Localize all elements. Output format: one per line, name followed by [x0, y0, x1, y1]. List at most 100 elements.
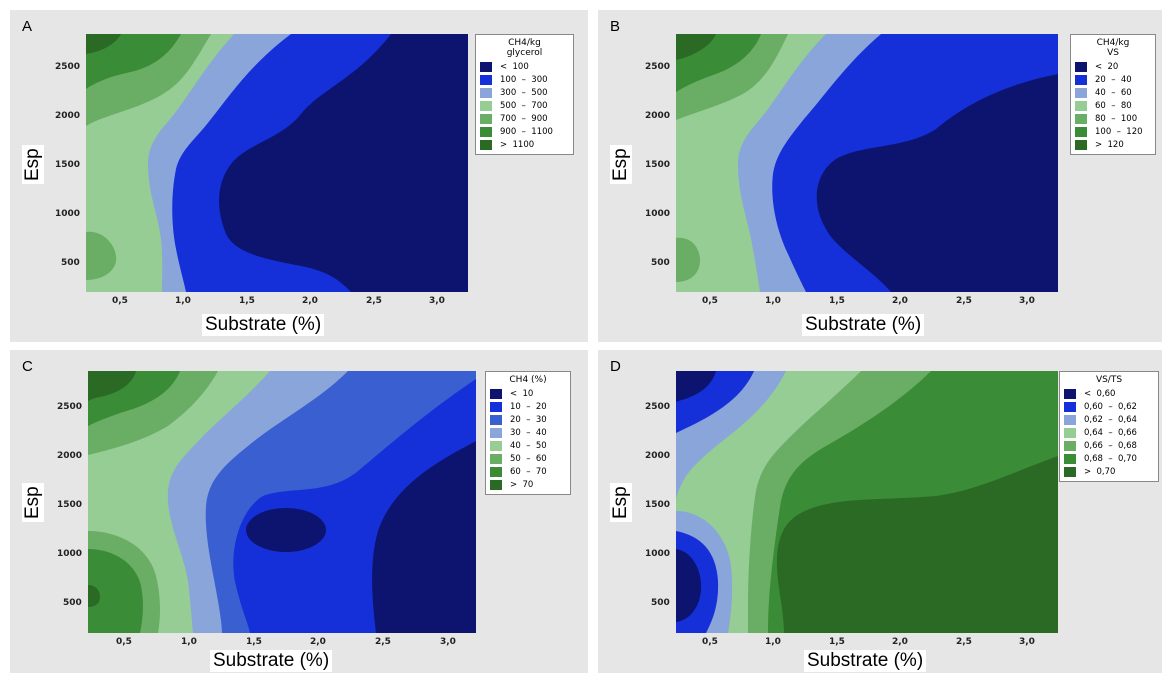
ytick-1000: 1000 — [55, 209, 81, 219]
legend-title: CH4/kg glycerol — [476, 35, 573, 60]
contour-svg-d — [676, 371, 1058, 633]
legend-item: 60 – 70 — [486, 465, 570, 478]
legend-swatch — [480, 126, 492, 137]
legend-swatch — [490, 466, 502, 477]
legend-swatch — [1064, 414, 1076, 425]
contour-plot-c — [88, 371, 476, 633]
legend-range: > 120 — [1095, 139, 1124, 150]
legend-range: 40 – 60 — [1095, 87, 1132, 98]
contour-level-5b — [676, 237, 700, 282]
legend-title-line: VS — [1107, 48, 1119, 58]
contour-level-1 — [676, 371, 716, 402]
legend-swatch — [1075, 139, 1087, 150]
legend-swatch — [490, 453, 502, 464]
panel-letter: A — [22, 18, 33, 35]
legend-item: 500 – 700 — [476, 99, 573, 112]
ytick-500: 500 — [61, 258, 80, 268]
contour-svg-a — [86, 34, 391, 292]
legend-title: VS/TS — [1060, 372, 1158, 387]
contour-level-1b — [676, 549, 702, 622]
legend-item: 700 – 900 — [476, 112, 573, 125]
legend-item: 0,66 – 0,68 — [1060, 439, 1158, 452]
contour-plot-b — [676, 34, 1058, 292]
legend-range: 0,60 – 0,62 — [1084, 401, 1137, 412]
legend-title-line: CH4/kg — [508, 38, 541, 48]
contour-level-8 — [88, 371, 136, 401]
ytick-500: 500 — [63, 598, 82, 608]
legend-swatch — [1064, 466, 1076, 477]
contour-plot-d — [676, 371, 1058, 633]
legend-item: > 0,70 — [1060, 465, 1158, 478]
legend-range: 0,62 – 0,64 — [1084, 414, 1137, 425]
legend-item: 300 – 500 — [476, 86, 573, 99]
ytick-2000: 2000 — [645, 111, 671, 121]
legend-range: 0,66 – 0,68 — [1084, 440, 1137, 451]
xtick-0.5: 0,5 — [116, 637, 132, 647]
ytick-1000: 1000 — [645, 549, 671, 559]
xtick-2.5: 2,5 — [366, 296, 382, 306]
legend-swatch — [490, 414, 502, 425]
legend-range: 20 – 30 — [510, 414, 547, 425]
xtick-2.0: 2,0 — [310, 637, 326, 647]
contour-level-7 — [776, 456, 1058, 633]
xtick-3.0: 3,0 — [1019, 637, 1035, 647]
legend-item: 0,68 – 0,70 — [1060, 452, 1158, 465]
legend-item: 10 – 20 — [486, 400, 570, 413]
legend-item: 40 – 60 — [1071, 86, 1155, 99]
ytick-500: 500 — [651, 258, 670, 268]
xtick-0.5: 0,5 — [702, 296, 718, 306]
x-axis-label: Substrate (%) — [202, 314, 325, 336]
xtick-3.0: 3,0 — [440, 637, 456, 647]
legend-c: CH4 (%) < 10 10 – 20 20 – 30 30 – 40 40 … — [485, 371, 571, 495]
legend-range: 60 – 70 — [510, 466, 547, 477]
legend-swatch — [1075, 126, 1087, 137]
legend-item: 20 – 30 — [486, 413, 570, 426]
ytick-2000: 2000 — [55, 111, 81, 121]
xtick-2.0: 2,0 — [892, 296, 908, 306]
ytick-2000: 2000 — [57, 451, 83, 461]
legend-swatch — [1075, 87, 1087, 98]
xtick-3.0: 3,0 — [429, 296, 445, 306]
xtick-2.5: 2,5 — [956, 296, 972, 306]
contour-level-8b — [88, 585, 100, 607]
contour-plot-a — [86, 34, 468, 292]
panel-c: C 2500 2000 1500 1000 500 0,5 1,0 1,5 2,… — [10, 350, 588, 673]
legend-range: 30 – 40 — [510, 427, 547, 438]
legend-a: CH4/kg glycerol < 100 100 – 300 300 – 50… — [475, 34, 574, 155]
x-axis-label: Substrate (%) — [802, 314, 925, 336]
contour-level-5b — [86, 231, 117, 280]
legend-d: VS/TS < 0,60 0,60 – 0,62 0,62 – 0,64 0,6… — [1059, 371, 1159, 482]
legend-title: CH4/kg VS — [1071, 35, 1155, 60]
ytick-1500: 1500 — [645, 500, 671, 510]
legend-swatch — [1075, 61, 1087, 72]
panel-b: B 2500 2000 1500 1000 500 0,5 1,0 1,5 2,… — [598, 10, 1162, 342]
legend-item: 80 – 100 — [1071, 112, 1155, 125]
legend-range: 100 – 300 — [500, 74, 548, 85]
xtick-1.0: 1,0 — [765, 296, 781, 306]
contour-level-1 — [246, 508, 326, 552]
legend-range: 0,64 – 0,66 — [1084, 427, 1137, 438]
legend-item: 100 – 300 — [476, 73, 573, 86]
xtick-0.5: 0,5 — [112, 296, 128, 306]
y-axis-label: Esp — [610, 145, 632, 184]
legend-range: 100 – 120 — [1095, 126, 1143, 137]
legend-range: < 20 — [1095, 61, 1119, 72]
ytick-2500: 2500 — [57, 402, 83, 412]
legend-range: 80 – 100 — [1095, 113, 1138, 124]
legend-item: 0,60 – 0,62 — [1060, 400, 1158, 413]
ytick-1500: 1500 — [57, 500, 83, 510]
legend-item: < 100 — [476, 60, 573, 73]
contour-svg-c — [88, 371, 476, 633]
legend-swatch — [480, 139, 492, 150]
ytick-2500: 2500 — [645, 402, 671, 412]
legend-item: 30 – 40 — [486, 426, 570, 439]
legend-swatch — [1075, 113, 1087, 124]
legend-title-line: CH4 (%) — [509, 375, 547, 385]
contour-level-1 — [372, 441, 476, 633]
legend-range: 700 – 900 — [500, 113, 548, 124]
legend-swatch — [480, 113, 492, 124]
legend-range: 0,68 – 0,70 — [1084, 453, 1137, 464]
contour-level-6 — [86, 34, 181, 89]
legend-item: < 20 — [1071, 60, 1155, 73]
panel-letter: C — [22, 358, 33, 375]
